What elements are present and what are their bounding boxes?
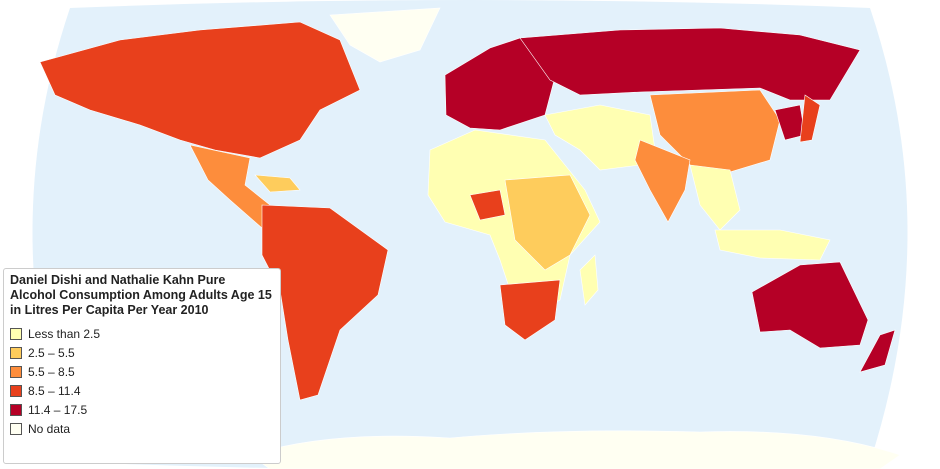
legend-swatch (10, 403, 22, 416)
legend-swatch (10, 346, 22, 359)
legend-item[interactable]: Less than 2.5 (10, 324, 274, 343)
legend-title: Daniel Dishi and Nathalie Kahn Pure Alco… (10, 273, 272, 317)
southeast-asia (689, 164, 741, 231)
legend-swatch (10, 422, 22, 435)
legend-item[interactable]: 2.5 – 5.5 (10, 343, 274, 362)
north-america (39, 21, 361, 159)
new-zealand (859, 329, 896, 373)
legend-label: No data (28, 421, 71, 436)
madagascar (579, 254, 599, 306)
legend-swatch (10, 327, 22, 340)
australia (751, 261, 869, 349)
central-africa (504, 174, 591, 271)
legend-swatch (10, 365, 22, 378)
china (649, 89, 781, 176)
russia (519, 27, 861, 101)
west-africa-red (469, 189, 506, 221)
india (634, 139, 691, 223)
legend-label: 11.4 – 17.5 (28, 402, 88, 417)
legend-items: Less than 2.5 2.5 – 5.5 5.5 – 8.5 8.5 – 11.… (10, 324, 274, 438)
southern-africa (499, 279, 561, 341)
caribbean (254, 174, 301, 193)
legend-label: Less than 2.5 (28, 326, 101, 341)
antarctica (249, 430, 901, 469)
legend: Daniel Dishi and Nathalie Kahn Pure Alco… (3, 268, 281, 464)
legend-label: 5.5 – 8.5 (28, 364, 75, 379)
japan (799, 94, 821, 143)
legend-item[interactable]: 8.5 – 11.4 (10, 381, 274, 400)
legend-swatch (10, 384, 22, 397)
legend-label: 8.5 – 11.4 (28, 383, 81, 398)
greenland (329, 7, 441, 63)
indonesia (714, 229, 831, 261)
legend-item[interactable]: 5.5 – 8.5 (10, 362, 274, 381)
legend-label: 2.5 – 5.5 (28, 345, 75, 360)
legend-item[interactable]: 11.4 – 17.5 (10, 400, 274, 419)
legend-item[interactable]: No data (10, 419, 274, 438)
